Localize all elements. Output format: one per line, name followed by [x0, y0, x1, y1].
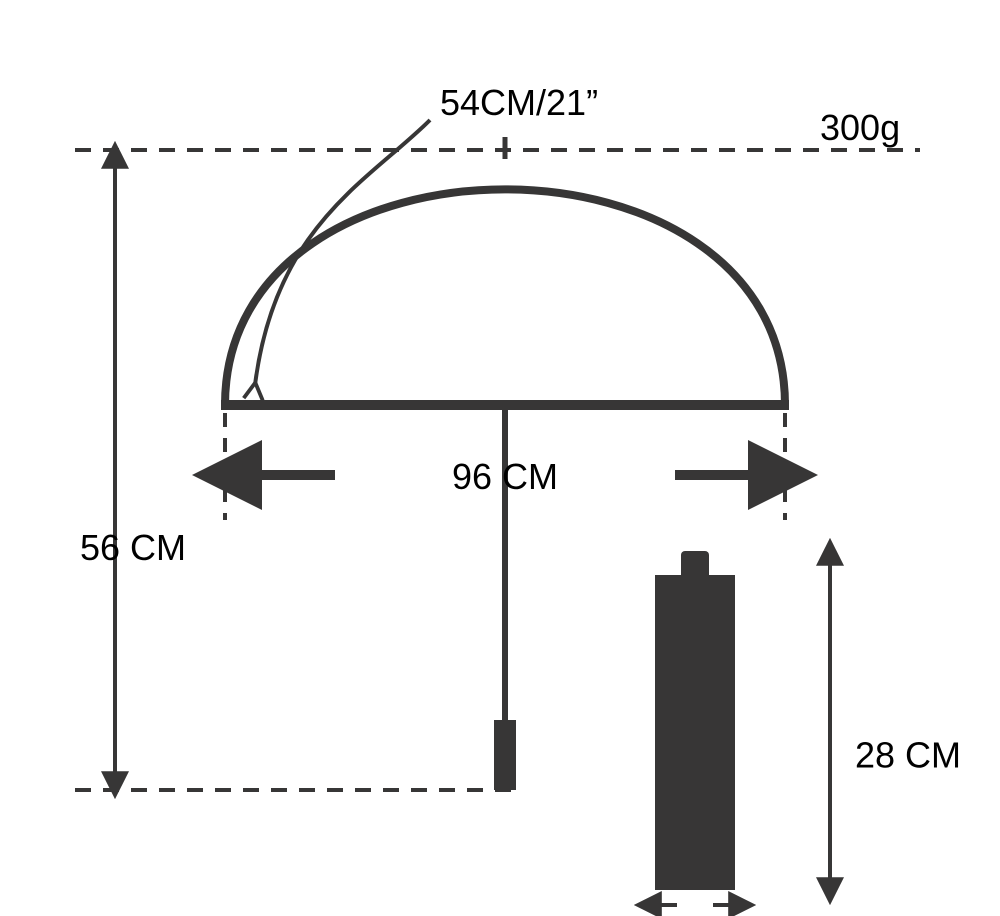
umbrella-handle — [494, 720, 516, 790]
weight-label: 300g — [820, 107, 900, 148]
closed-length-label: 28 CM — [855, 735, 961, 776]
open-height-label: 56 CM — [80, 527, 186, 568]
rib-length-label: 54CM/21” — [440, 82, 598, 123]
open-diameter-label: 96 CM — [452, 456, 558, 497]
umbrella-canopy-outline — [225, 189, 785, 405]
folded-umbrella-body — [655, 575, 735, 890]
rib-length-arc — [255, 120, 430, 385]
